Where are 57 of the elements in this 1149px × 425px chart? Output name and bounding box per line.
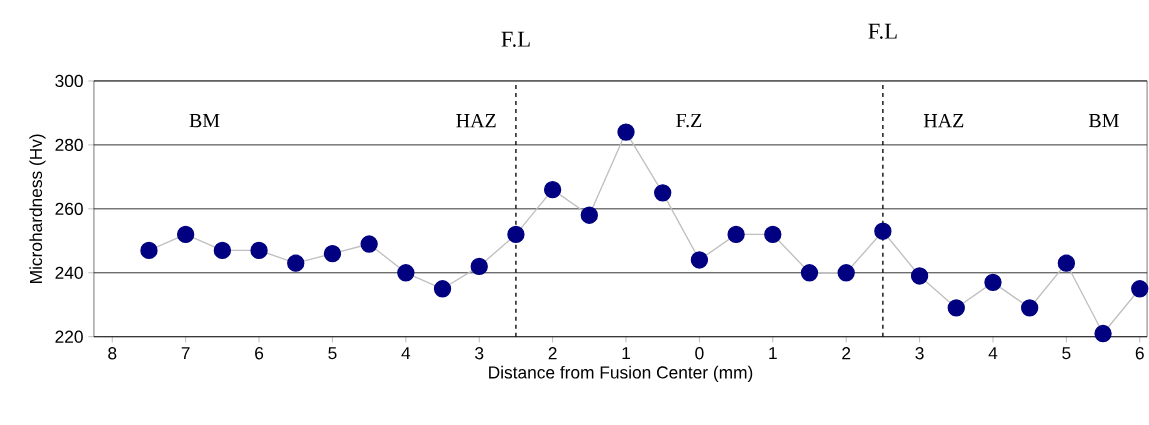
point: [433, 280, 452, 298]
annotation: HAZ: [923, 114, 964, 128]
x-tick-label: 1: [769, 347, 777, 360]
x-tick-label: 6: [255, 347, 264, 360]
point: [213, 241, 232, 260]
x-tick-label: 2: [548, 347, 557, 360]
point: [397, 264, 415, 282]
ref-line-label: F.L: [501, 31, 530, 48]
point: [323, 245, 342, 263]
point: [874, 222, 892, 241]
point: [580, 206, 598, 225]
annotation: BM: [1088, 114, 1119, 128]
point: [800, 264, 819, 282]
y-tick-label: 260: [55, 202, 83, 216]
x-tick-label: 6: [1135, 347, 1144, 360]
point: [1131, 280, 1149, 298]
point: [727, 225, 745, 244]
point: [140, 241, 158, 260]
point: [1021, 299, 1039, 317]
x-tick-label: 1: [622, 347, 630, 360]
point: [177, 225, 195, 244]
annotation: F.Z: [676, 114, 702, 128]
point: [470, 257, 488, 276]
y-tick-label: 240: [55, 266, 83, 280]
point: [837, 264, 855, 282]
y-tick-label: 280: [55, 138, 83, 152]
x-tick-label: 5: [1062, 347, 1071, 360]
point: [654, 184, 672, 202]
point: [360, 235, 378, 253]
point: [507, 225, 525, 244]
point: [690, 251, 709, 269]
x-tick-label: 5: [328, 347, 337, 360]
ref-line-label: F.L: [868, 23, 897, 40]
x-tick-label: 7: [181, 347, 190, 360]
point: [287, 254, 305, 273]
point: [764, 225, 782, 244]
x-tick-label: 3: [915, 347, 924, 360]
x-tick-label: 4: [401, 347, 411, 360]
x-tick-label: 3: [475, 347, 484, 360]
point: [910, 267, 929, 285]
annotation: BM: [189, 114, 220, 128]
point: [250, 241, 268, 260]
point: [543, 181, 562, 199]
y-tick-label: 300: [55, 74, 83, 88]
point: [1057, 254, 1076, 273]
point: [984, 273, 1002, 292]
y-axis-title: Microhardness (Hv): [29, 134, 46, 284]
x-tick-label: 4: [988, 347, 998, 360]
x-tick-label: 2: [842, 347, 851, 360]
x-tick-label: 0: [695, 347, 704, 360]
x-tick-label: 8: [108, 347, 117, 360]
point: [617, 123, 635, 141]
annotation: HAZ: [456, 114, 496, 128]
y-tick-label: 220: [55, 330, 83, 344]
point: [1094, 325, 1112, 343]
x-axis-title: Distance from Fusion Center (mm): [489, 366, 753, 383]
point: [947, 299, 965, 317]
